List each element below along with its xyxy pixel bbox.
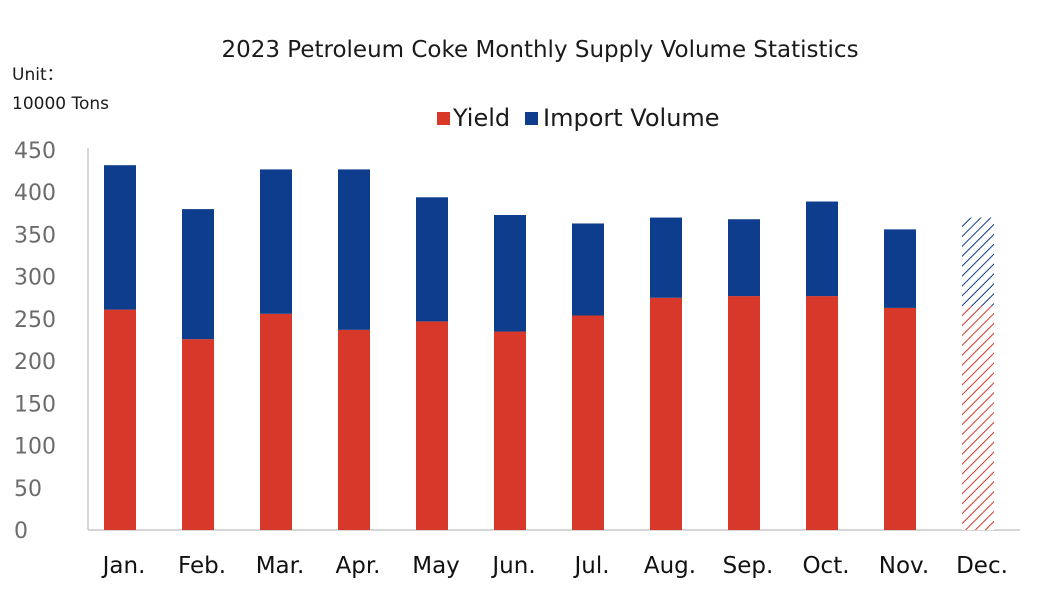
bar-import-volume-jan xyxy=(104,165,136,310)
y-tick-label: 0 xyxy=(14,519,28,544)
bar-import-volume-aug xyxy=(650,217,682,298)
x-tick-label: Feb. xyxy=(178,553,226,579)
axes xyxy=(87,148,1020,531)
bar-yield-mar xyxy=(260,313,292,530)
bar-import-volume-jul xyxy=(572,223,604,316)
bar-import-volume-nov xyxy=(884,229,916,308)
bar-yield-nov xyxy=(884,307,916,530)
y-tick-label: 250 xyxy=(14,308,56,333)
bar-import-volume-feb xyxy=(182,209,214,340)
y-tick-label: 200 xyxy=(14,350,56,375)
y-tick-label: 50 xyxy=(14,477,42,502)
bar-import-volume-may xyxy=(416,197,448,322)
unit-label-line2: 10000 Tons xyxy=(12,94,109,114)
y-tick-label: 150 xyxy=(14,392,56,417)
x-tick-label: Aug. xyxy=(644,553,696,579)
bar-yield-feb xyxy=(182,339,214,530)
bar-yield-dec xyxy=(962,306,994,530)
bar-yield-apr xyxy=(338,329,370,530)
x-tick-label: May xyxy=(412,553,460,579)
x-tick-label: Mar. xyxy=(256,553,305,579)
bar-import-volume-sep xyxy=(728,219,760,297)
unit-label-line1: Unit： xyxy=(12,65,64,85)
x-tick-label: Jan. xyxy=(101,553,146,579)
x-tick-label: Sep. xyxy=(723,553,774,579)
legend: Yield Import Volume xyxy=(437,104,720,132)
x-tick-label: Jul. xyxy=(572,553,609,579)
y-ticks: 0 50 100 150 200 250 300 350 400 450 xyxy=(14,139,56,544)
x-tick-label: Dec. xyxy=(956,553,1008,579)
bar-yield-aug xyxy=(650,297,682,530)
y-tick-label: 400 xyxy=(14,181,56,206)
legend-label-yield: Yield xyxy=(452,104,510,132)
x-ticks: Jan. Feb. Mar. Apr. May Jun. Jul. Aug. Sep. Oct. N… xyxy=(101,553,1008,579)
bar-import-volume-dec xyxy=(962,217,994,307)
bar-import-volume-jun xyxy=(494,215,526,332)
y-tick-label: 450 xyxy=(14,139,56,164)
bar-yield-oct xyxy=(806,296,838,530)
legend-label-import-volume: Import Volume xyxy=(543,104,720,132)
legend-swatch-yield xyxy=(437,112,450,125)
chart-title: 2023 Petroleum Coke Monthly Supply Volum… xyxy=(221,37,858,63)
y-tick-label: 350 xyxy=(14,223,56,248)
bar-import-volume-mar xyxy=(260,169,292,314)
x-tick-label: Oct. xyxy=(802,553,849,579)
legend-swatch-import-volume xyxy=(525,112,538,125)
bar-import-volume-oct xyxy=(806,201,838,297)
bar-import-volume-apr xyxy=(338,169,370,330)
bars xyxy=(104,165,994,530)
x-tick-label: Jun. xyxy=(490,553,535,579)
bar-yield-jun xyxy=(494,331,526,530)
y-tick-label: 100 xyxy=(14,435,56,460)
bar-yield-may xyxy=(416,321,448,530)
x-tick-label: Nov. xyxy=(879,553,929,579)
bar-yield-sep xyxy=(728,296,760,530)
bar-yield-jan xyxy=(104,309,136,530)
x-tick-label: Apr. xyxy=(336,553,381,579)
y-tick-label: 300 xyxy=(14,266,56,291)
bar-yield-jul xyxy=(572,315,604,530)
